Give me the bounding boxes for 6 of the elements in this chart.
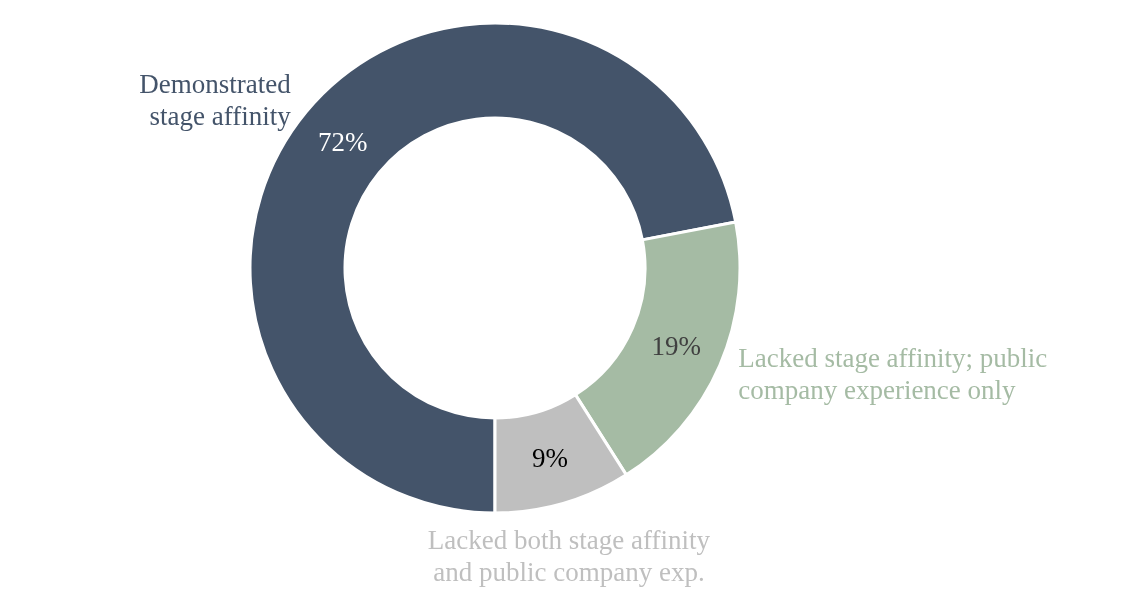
data-label: 9% — [532, 442, 569, 473]
data-label: 19% — [651, 331, 702, 362]
slice-label: Lacked stage affinity; public company experience only — [738, 342, 1048, 405]
slice-label: Demonstrated stage affinity — [139, 68, 292, 131]
slice-label: Lacked both stage affinity and public company exp. — [427, 525, 711, 588]
data-label: 72% — [318, 127, 368, 158]
